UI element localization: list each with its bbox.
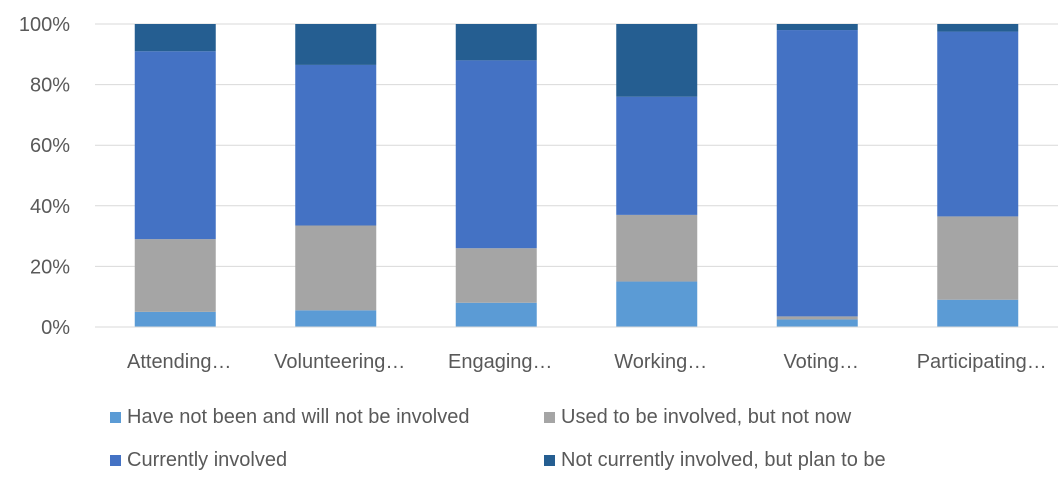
bar-segment [776,316,858,320]
bar-segment [295,225,377,311]
y-tick-label: 100% [19,14,70,36]
bar-segment [134,239,216,312]
gridlines [95,23,1058,267]
bar-segment [616,24,698,97]
bar-segment [776,24,858,31]
y-tick-label: 80% [30,75,70,97]
x-tick-label: Attending… [127,351,232,373]
y-tick-label: 40% [30,196,70,218]
bar-segment [295,310,377,327]
x-tick-label: Voting… [783,351,859,373]
bar-segment [776,30,858,317]
x-tick-label: Engaging… [448,351,553,373]
axes: 0% 20% 40% 60% 80% 100% Attending… Volunteering… [19,14,1058,373]
y-tick-label: 20% [30,256,70,278]
bar-segment [295,64,377,226]
bar-segment [455,60,537,249]
bar-segment [616,96,698,215]
bar-segment [616,281,698,327]
x-tick-label: Volunteering… [274,351,405,373]
y-tick-label: 60% [30,135,70,157]
bar-segment [134,24,216,52]
bar-segment [455,248,537,303]
bars [134,24,1019,327]
y-tick-label: 0% [41,317,70,339]
bar-segment [937,31,1019,217]
bar-segment [937,299,1019,327]
bar-segment [937,24,1019,32]
bar-segment [295,24,377,65]
bar-segment [776,319,858,327]
x-tick-label: Participating… [917,351,1047,373]
bar-segment [455,24,537,61]
bar-segment [134,311,216,327]
bar-segment [616,214,698,282]
bar-segment [455,302,537,327]
x-tick-label: Working… [614,351,707,373]
bar-segment [937,216,1019,300]
bar-segment [134,51,216,240]
